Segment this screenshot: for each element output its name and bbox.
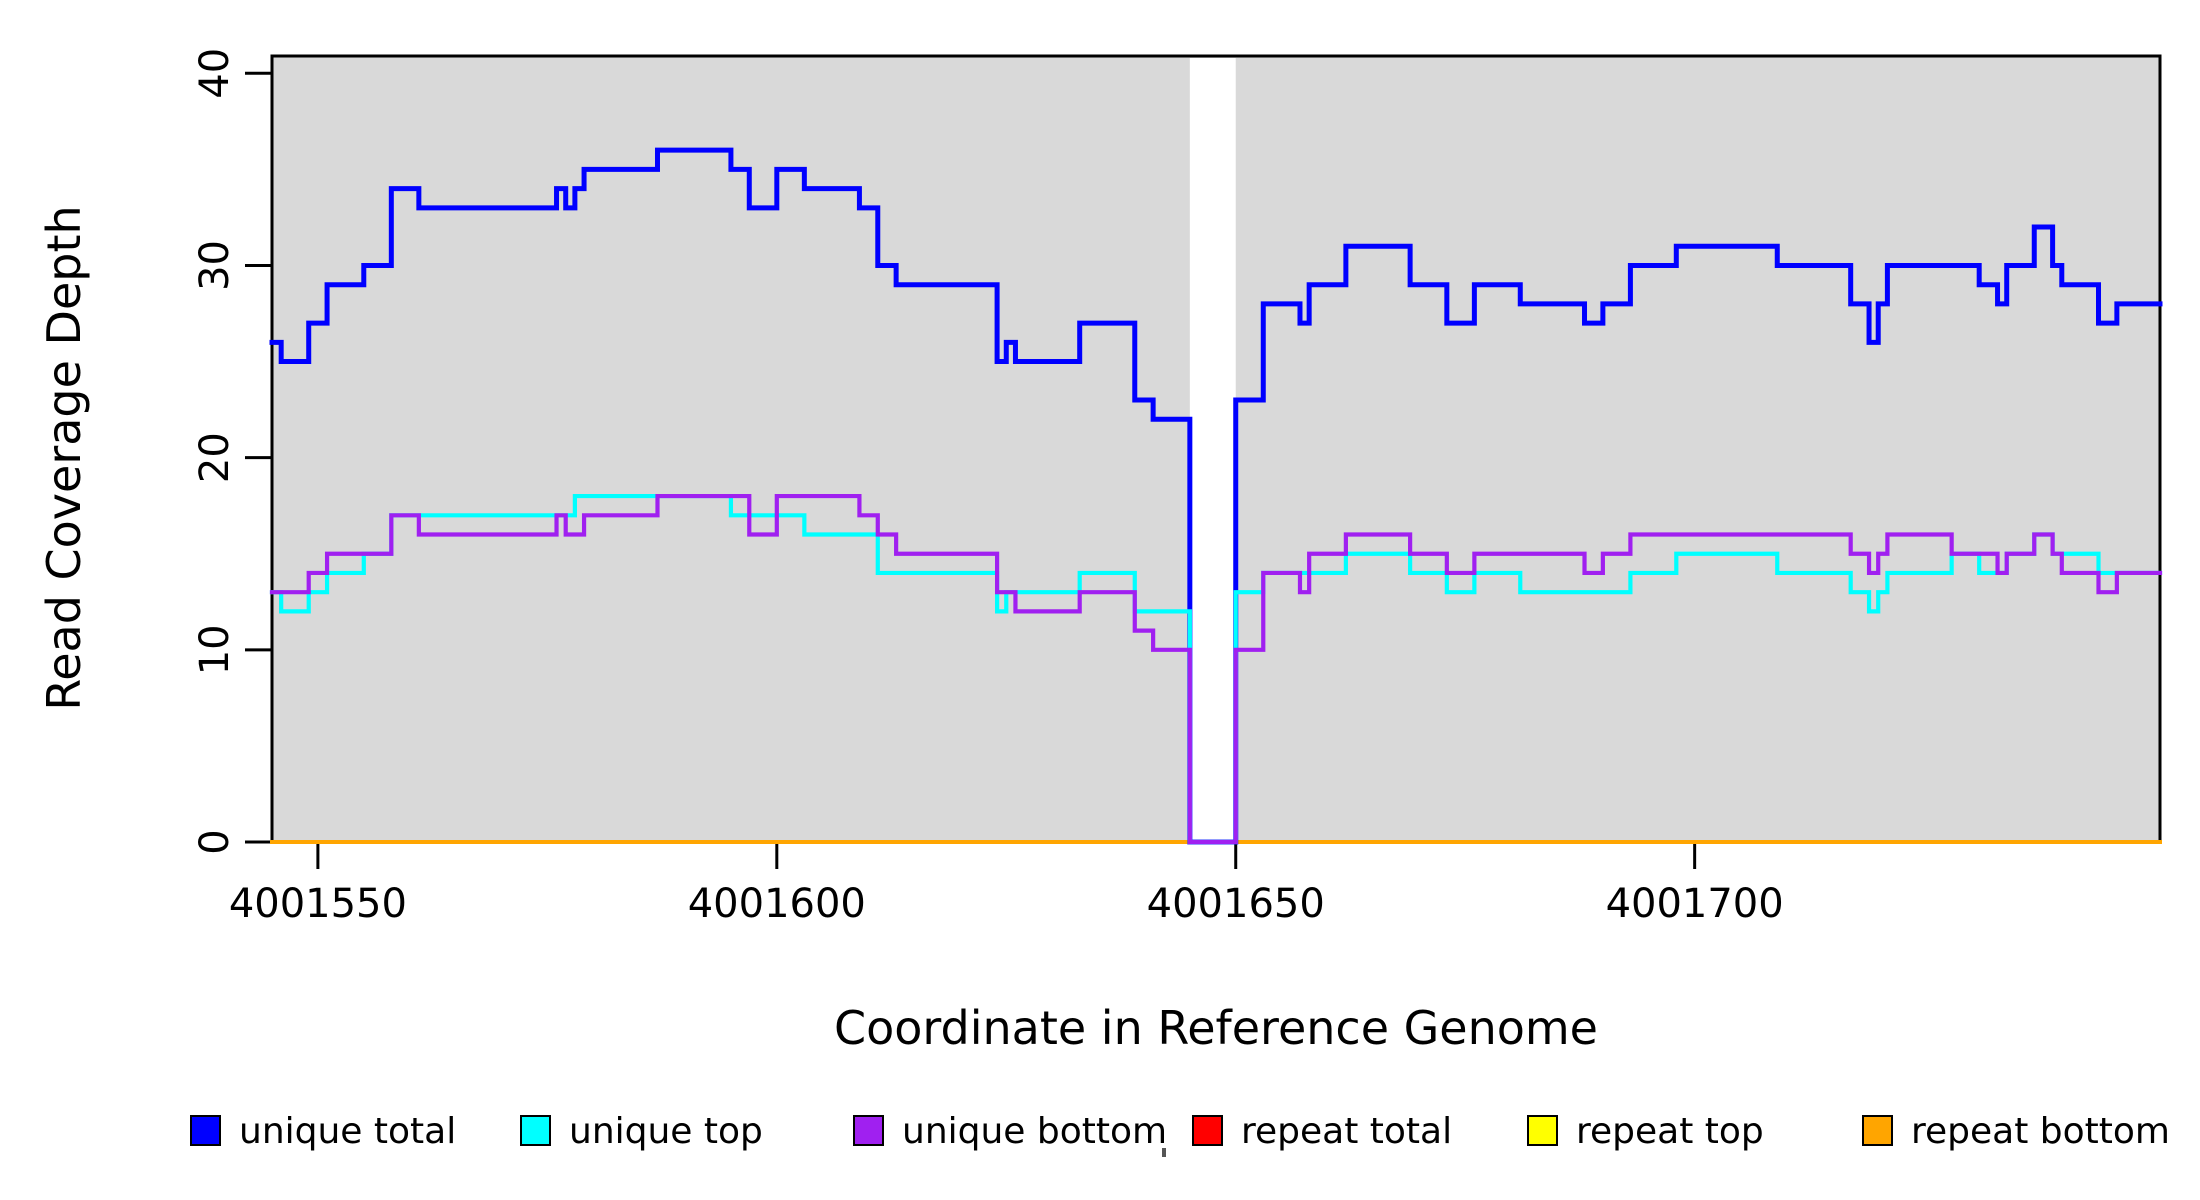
legend-label: unique total [239, 1111, 456, 1152]
legend-item-repeat-bottom: repeat bottom [1862, 1111, 2170, 1152]
y-tick-label: 0 [192, 829, 238, 854]
legend-label: unique top [569, 1111, 763, 1152]
x-tick-label: 4001650 [1147, 881, 1325, 927]
legend-item-repeat-top: repeat top [1527, 1111, 1764, 1152]
legend-label: repeat bottom [1911, 1111, 2170, 1152]
series-unique-bottom [269, 493, 2163, 845]
gap-band [1189, 58, 1236, 841]
legend-swatch [520, 1115, 551, 1146]
legend-label: unique bottom [902, 1111, 1167, 1152]
y-tick-label: 30 [192, 240, 238, 291]
x-axis-title: Coordinate in Reference Genome [834, 1001, 1598, 1055]
legend-label: repeat total [1241, 1111, 1452, 1152]
plot-area: 4001550 4001600 4001650 4001700 0 10 20 30 40 [192, 48, 2163, 927]
x-tick-label: 4001550 [229, 881, 407, 927]
legend-swatch [1862, 1115, 1893, 1146]
y-axis-title: Read Coverage Depth [37, 205, 91, 710]
legend: unique total unique top unique bottom repea… [190, 1111, 2170, 1152]
x-tick-label: 4001700 [1606, 881, 1784, 927]
legend-swatch [853, 1115, 884, 1146]
legend-swatch [1192, 1115, 1223, 1146]
legend-item-unique-bottom: unique bottom [853, 1111, 1167, 1152]
y-tick-label: 40 [192, 48, 238, 99]
series-unique-top [269, 493, 2163, 845]
legend-swatch [1527, 1115, 1558, 1146]
x-tick-label: 4001600 [688, 881, 866, 927]
legend-item-unique-top: unique top [520, 1111, 763, 1152]
legend-item-repeat-total: repeat total [1192, 1111, 1452, 1152]
legend-item-unique-total: unique total [190, 1111, 456, 1152]
legend-label: repeat top [1576, 1111, 1764, 1152]
y-tick-label: 10 [192, 624, 238, 675]
y-tick-label: 20 [192, 432, 238, 483]
legend-swatch [190, 1115, 221, 1146]
artifact-dot [1162, 1148, 1166, 1157]
